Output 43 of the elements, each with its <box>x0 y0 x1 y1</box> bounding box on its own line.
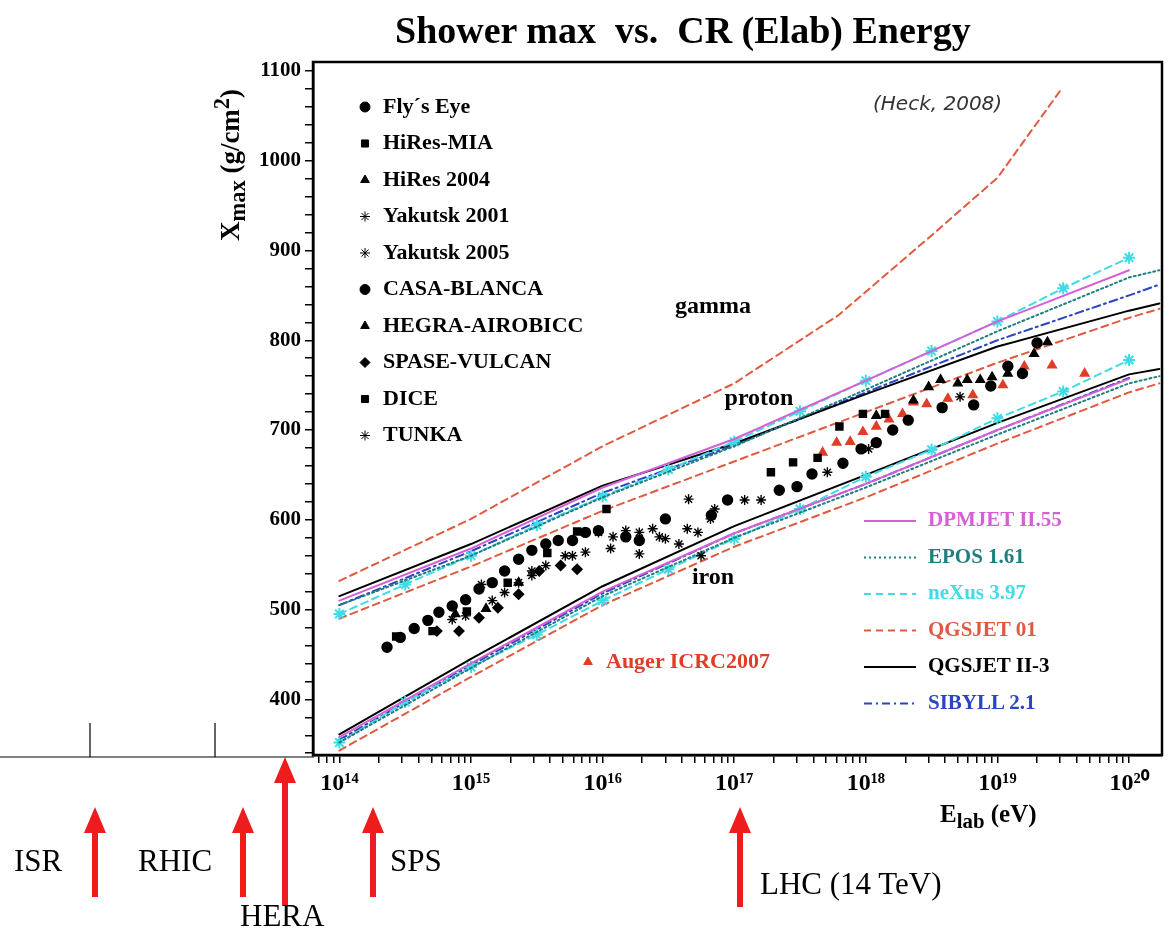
legend-label: QGSJET 01 <box>928 616 1037 641</box>
y-tick-label: 600 <box>269 506 301 531</box>
y-tick-label: 700 <box>269 416 301 441</box>
legend-label: SIBYLL 2.1 <box>928 689 1036 714</box>
legend-label: TUNKA <box>383 421 463 447</box>
legend-label: CASA-BLANCA <box>383 275 544 301</box>
legend-label: HiRes 2004 <box>383 165 490 191</box>
text: HERA <box>240 898 325 934</box>
x-axis-title: E$_{lab}$ (eV) <box>940 800 1037 834</box>
legend-label: Auger ICRC2007 <box>606 647 770 673</box>
annotation: iron <box>691 563 735 590</box>
text: SPS <box>390 843 442 879</box>
annotation: (Heck, 2008) <box>873 91 1003 116</box>
annotation: proton <box>724 384 794 411</box>
y-tick-label: 900 <box>269 236 301 261</box>
legend-label: Yakutsk 2005 <box>383 238 510 264</box>
x-tick-label: 10¹⁷ <box>715 768 754 795</box>
y-tick-label: 400 <box>269 685 301 710</box>
legend-label: HiRes-MIA <box>383 129 494 155</box>
legend-label: DPMJET II.55 <box>928 507 1062 532</box>
text: LHC (14 TeV) <box>760 866 942 902</box>
legend-label: Yakutsk 2001 <box>383 202 510 228</box>
y-tick-label: 1100 <box>260 57 301 82</box>
legend-label: SPASE-VULCAN <box>383 348 552 374</box>
x-tick-label: 10¹⁶ <box>583 768 622 795</box>
x-tick-label: 10¹⁹ <box>978 768 1017 795</box>
legend-label: Fly´s Eye <box>383 92 471 118</box>
annotation: gamma <box>675 292 751 319</box>
y-tick-label: 800 <box>269 326 301 351</box>
legend-label: neXus 3.97 <box>928 580 1027 605</box>
x-tick-label: 10¹⁴ <box>320 768 359 795</box>
legend-label: HEGRA-AIROBICC <box>383 311 584 337</box>
legend-label: QGSJET II-3 <box>928 653 1050 678</box>
y-tick-label: 1000 <box>259 147 301 172</box>
chart-title: Shower max vs. CR (Elab) Energy <box>395 8 971 52</box>
x-tick-label: 10²⁰ <box>1109 768 1150 795</box>
legend-label: DICE <box>383 384 439 410</box>
text: ISR <box>14 843 63 879</box>
text: RHIC <box>138 843 213 879</box>
y-tick-label: 500 <box>269 596 301 620</box>
legend-label: EPOS 1.61 <box>928 543 1025 568</box>
x-tick-label: 10¹⁸ <box>846 768 886 795</box>
x-tick-label: 10¹⁵ <box>451 768 491 795</box>
